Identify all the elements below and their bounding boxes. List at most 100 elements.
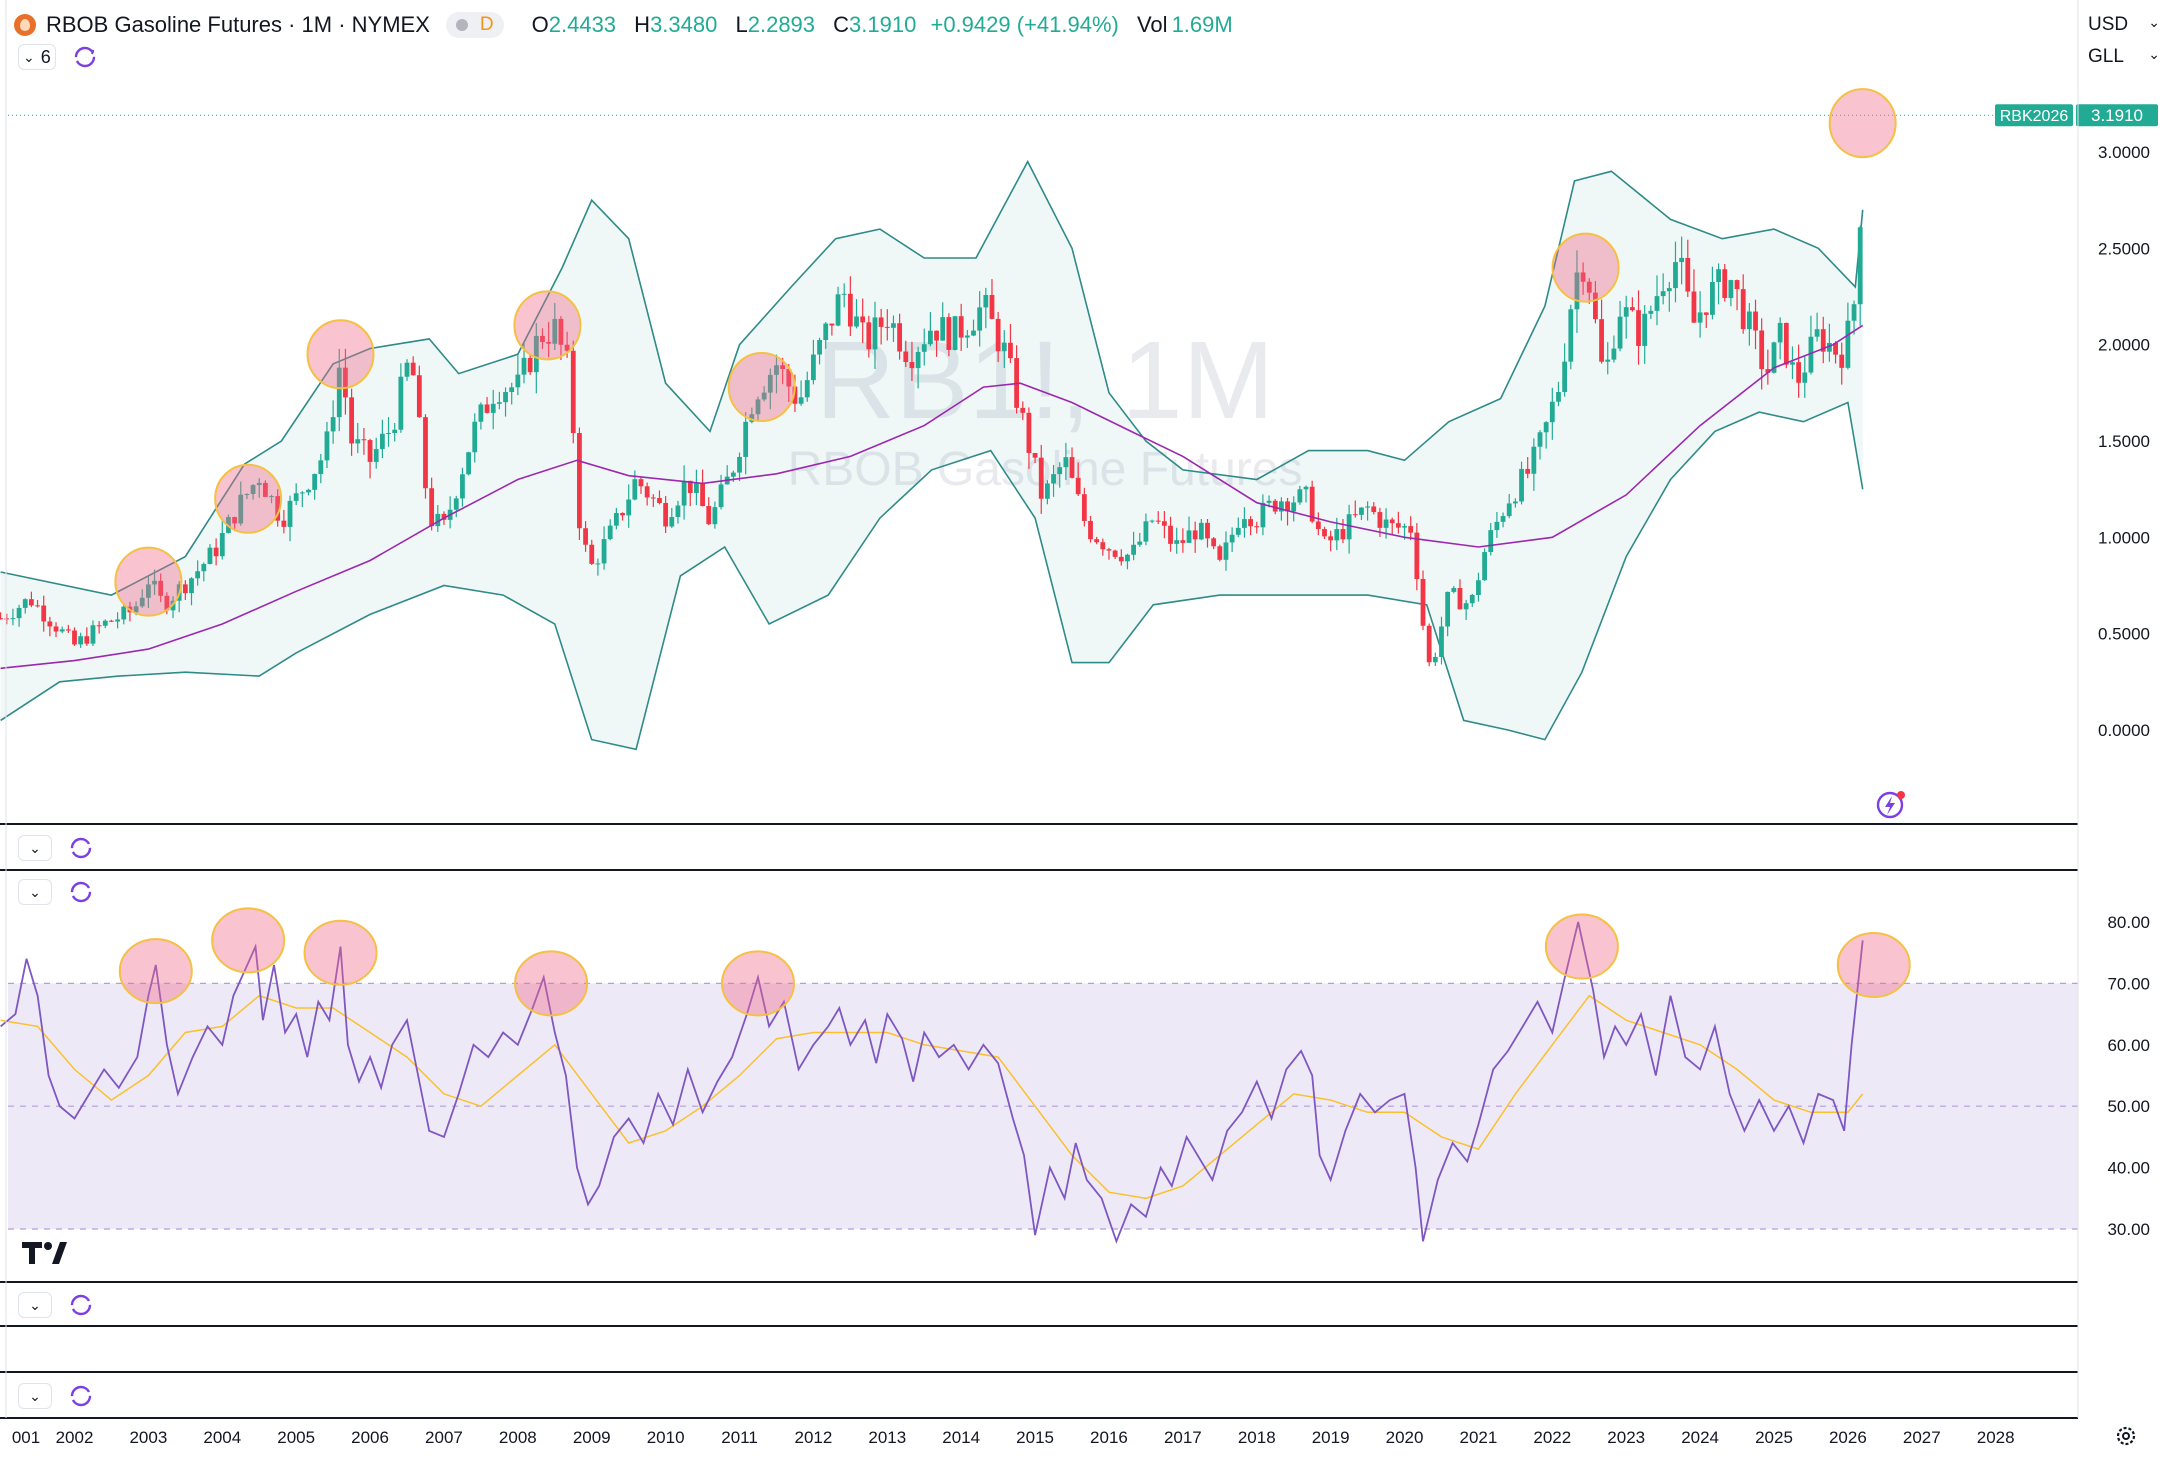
candle-body: [1537, 432, 1543, 447]
candle-body: [1408, 526, 1414, 533]
candle-body: [1112, 550, 1118, 557]
candle-body: [4, 618, 10, 620]
candle-body: [1660, 291, 1666, 297]
candle-body: [983, 295, 989, 308]
candle-body: [312, 474, 318, 490]
unit-selector[interactable]: GLL ⌄: [2088, 46, 2160, 68]
sync-icon[interactable]: [70, 837, 92, 859]
candle-body: [1642, 313, 1648, 346]
candle-body: [496, 402, 502, 404]
candle-body: [1673, 262, 1678, 289]
candle-body: [1186, 530, 1192, 543]
candle-body: [1315, 521, 1321, 530]
sync-icon[interactable]: [70, 1294, 92, 1316]
candle-body: [1574, 272, 1580, 310]
candle-body: [872, 317, 878, 350]
candle-body: [774, 365, 779, 375]
indicators-collapse-button[interactable]: ⌄ 6: [18, 44, 56, 70]
candle-body: [1543, 422, 1549, 433]
sync-icon[interactable]: [70, 1385, 92, 1407]
candle-body: [1746, 311, 1752, 330]
gear-icon-outer: [2116, 1426, 2136, 1446]
candle-body: [250, 485, 256, 495]
rsi-pane[interactable]: [0, 907, 2078, 1264]
candle-body: [28, 599, 34, 606]
candle-body: [971, 330, 976, 336]
candle-body: [706, 506, 712, 525]
candle-body: [786, 368, 792, 387]
peak-highlight-ellipse: [1828, 88, 1897, 159]
lightning-icon[interactable]: [1876, 791, 1904, 819]
pane-collapse-button[interactable]: ⌄: [18, 1292, 52, 1318]
currency-label: USD: [2088, 14, 2129, 35]
pane-collapse-button[interactable]: ⌄: [18, 1383, 52, 1409]
candle-body: [509, 387, 515, 393]
currency-selector[interactable]: USD ⌄: [2088, 14, 2160, 36]
candle-body: [1352, 514, 1358, 516]
candle-body: [299, 492, 305, 494]
candle-body: [59, 629, 65, 632]
candle-body: [694, 483, 699, 493]
candle-body: [158, 580, 164, 596]
candle-body: [1691, 291, 1697, 323]
sync-icon[interactable]: [74, 46, 96, 68]
candle-body: [1044, 483, 1050, 499]
gear-icon[interactable]: [2116, 1426, 2136, 1446]
candle-body: [1857, 227, 1863, 305]
candle-body: [84, 636, 90, 644]
sync-icon[interactable]: [70, 881, 92, 903]
pane-collapse-button[interactable]: ⌄: [18, 835, 52, 861]
candle-body: [934, 330, 939, 341]
candle-body: [1426, 625, 1432, 663]
candle-body: [318, 460, 324, 475]
candle-body: [1568, 309, 1574, 362]
tradingview-logo-v: [52, 1242, 67, 1264]
candle-body: [712, 507, 718, 525]
candle-body: [767, 374, 773, 393]
price-tag-symbol-bg: [1995, 104, 2073, 127]
candle-body: [1137, 541, 1143, 545]
candle-body: [1278, 501, 1284, 512]
candle-body: [435, 513, 441, 527]
bollinger-band-fill: [0, 161, 1863, 750]
candle-body: [16, 607, 22, 619]
pane-collapse-button[interactable]: ⌄: [18, 879, 52, 905]
candle-body: [1303, 486, 1309, 490]
data-status-pill[interactable]: D: [445, 12, 504, 38]
candle-body: [1710, 282, 1715, 315]
unit-label: GLL: [2088, 46, 2124, 67]
rsi-axis-tick: 80.00: [2107, 913, 2150, 932]
candle-body: [657, 498, 662, 503]
chevron-down-icon: ⌄: [23, 48, 35, 65]
candle-body: [1402, 526, 1407, 528]
candle-body: [866, 322, 872, 350]
candle-body: [1026, 412, 1032, 453]
rsi-peak-highlight-ellipse: [211, 907, 286, 974]
candle-body: [182, 584, 188, 594]
candle-body: [1051, 474, 1056, 484]
candle-body: [1482, 552, 1487, 581]
peak-highlight-ellipse: [214, 463, 283, 534]
candle-body: [811, 354, 816, 381]
candle-body: [35, 605, 40, 607]
candle-body: [1198, 522, 1204, 540]
candle-body: [1020, 407, 1026, 413]
candle-body: [1790, 362, 1795, 365]
candle-body: [1648, 310, 1654, 314]
candle-body: [1106, 549, 1112, 551]
candle-body: [1439, 626, 1444, 657]
ohlc-values: O2.4433 H3.3480 L2.2893 C3.1910 +0.9429 …: [520, 12, 1233, 38]
candle-body: [410, 362, 416, 376]
candle-body: [336, 367, 342, 418]
chart-title[interactable]: RBOB Gasoline Futures · 1M · NYMEX: [46, 12, 430, 37]
candle-body: [72, 630, 77, 645]
candle-body: [490, 403, 496, 413]
rsi-peak-highlight-ellipse: [303, 919, 378, 986]
candle-body: [281, 520, 287, 527]
candle-body: [275, 496, 281, 521]
candle-body: [589, 544, 595, 564]
candle-body: [1432, 656, 1438, 663]
candle-body: [1697, 312, 1703, 323]
